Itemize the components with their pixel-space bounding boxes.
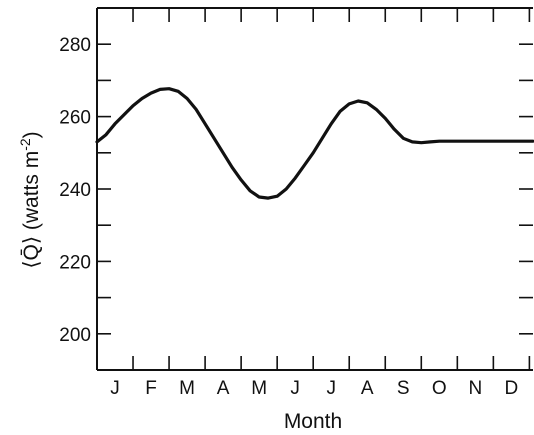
y-tick-label: 200 <box>59 325 91 346</box>
x-tick-label: M <box>251 378 267 399</box>
y-axis-title-close: ) <box>20 131 43 138</box>
x-tick-label: N <box>468 378 482 399</box>
y-tick-label: 260 <box>59 108 91 129</box>
x-axis-title: Month <box>284 410 342 433</box>
y-tick-label: 280 <box>59 35 91 56</box>
x-tick-label: F <box>145 378 157 399</box>
y-axis-title-superscript: -2 <box>17 138 33 151</box>
axes-layer <box>96 7 533 371</box>
x-tick-label: O <box>432 378 447 399</box>
x-tick-label: S <box>397 378 410 399</box>
x-tick-label: D <box>505 378 519 399</box>
y-axis-title-main: ⟨Q̄⟩ (watts m <box>20 151 43 269</box>
y-tick-label: 220 <box>59 252 91 273</box>
x-tick-label: J <box>110 378 120 399</box>
x-tick-label: M <box>179 378 195 399</box>
x-tick-label: A <box>361 378 374 399</box>
y-axis-title: ⟨Q̄⟩ (watts m-2) <box>17 131 43 268</box>
y-tick-label: 240 <box>59 180 91 201</box>
series-line <box>95 87 534 200</box>
series-layer <box>95 87 534 200</box>
x-tick-label: J <box>326 378 336 399</box>
x-tick-label: A <box>217 378 230 399</box>
x-tick-label: J <box>290 378 300 399</box>
ticks-layer <box>96 8 533 370</box>
